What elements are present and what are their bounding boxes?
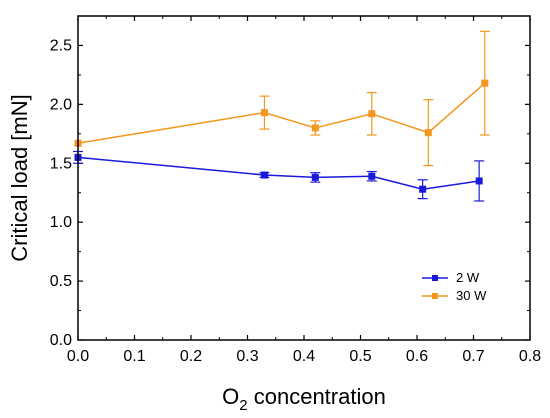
x-tick-label: 0.0 [67,348,89,365]
data-point [260,109,268,117]
series-line [77,156,480,190]
data-point [481,79,489,87]
y-axis-title: Critical load [mN] [7,94,32,261]
legend-marker-2w [432,275,438,281]
data-point [368,110,376,118]
series-layer [73,30,490,202]
data-point [475,177,483,185]
y-tick-label: 1.5 [50,155,72,172]
y-tick-label: 1.0 [50,214,72,231]
legend-label-30w: 30 W [456,288,487,303]
x-tick-label: 0.4 [293,348,315,365]
x-tick-label: 0.6 [406,348,428,365]
y-tick-label: 2.5 [50,37,72,54]
x-tick-label: 0.7 [462,348,484,365]
data-point [419,185,427,193]
x-tick-label: 0.1 [123,348,145,365]
series-line [77,82,486,144]
data-point [260,171,268,179]
plot-frame [77,15,531,341]
data-point [311,124,319,132]
x-tick-label: 0.2 [180,348,202,365]
y-tick-label: 2.0 [50,96,72,113]
series-30w [74,30,490,167]
x-axis-title: O2 concentration [222,384,386,414]
legend-label-2w: 2 W [456,270,480,285]
data-point [424,129,432,137]
x-tick-label: 0.8 [519,348,541,365]
series-2w [73,150,485,202]
legend-marker-30w [432,293,438,299]
x-tick-label: 0.3 [236,348,258,365]
data-point [311,173,319,181]
y-tick-label: 0.0 [50,332,72,349]
legend: 2 W 30 W [422,270,487,303]
y-tick-label: 0.5 [50,273,72,290]
data-point [368,172,376,180]
axis-ticks: 0.0 0.1 0.2 0.3 0.4 0.5 0.6 0.7 0.8 0.0 0.5 1.0 1.5 2… [50,16,541,365]
x-tick-label: 0.5 [349,348,371,365]
